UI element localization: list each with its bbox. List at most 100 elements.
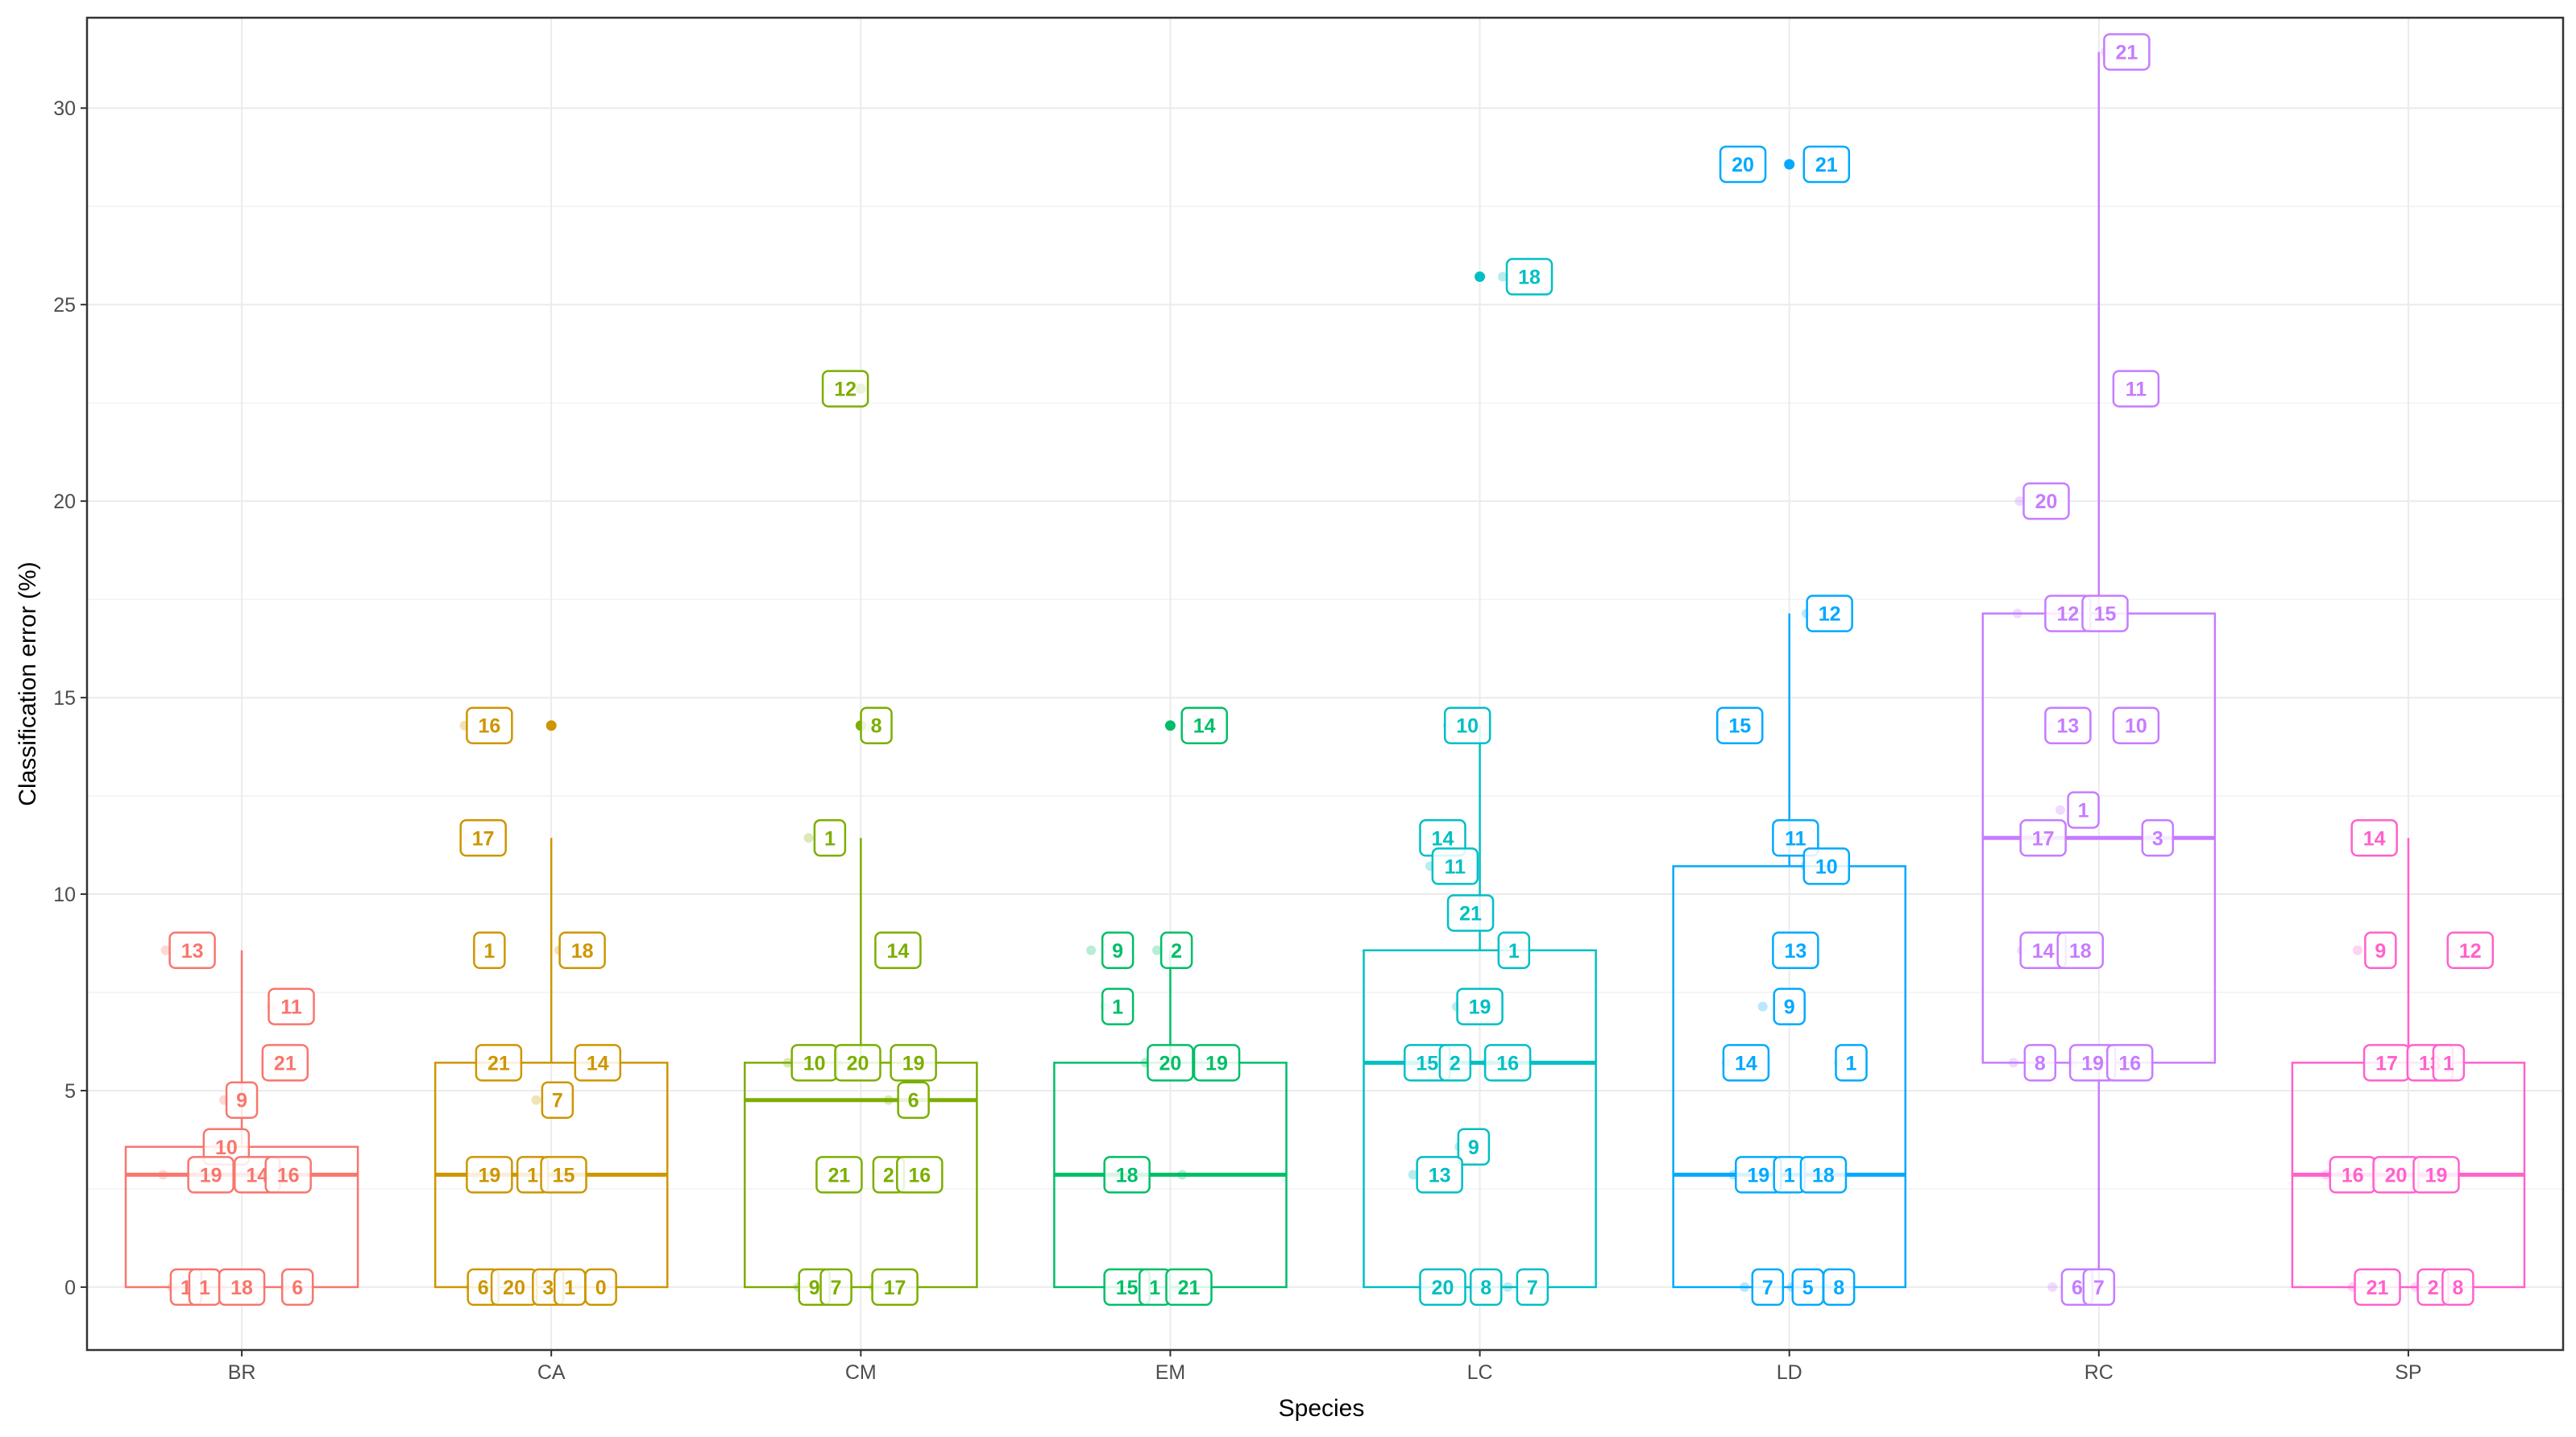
- point-label-text: 21: [274, 1052, 297, 1075]
- jitter-point: [803, 833, 814, 843]
- point-label-box: [1469, 1268, 1503, 1307]
- point-label-box: [1802, 145, 1851, 184]
- jitter-point: [2008, 1058, 2018, 1068]
- point-label-box: [1772, 931, 1819, 970]
- point-label: 21: [815, 1156, 863, 1194]
- point-label-text: 20: [847, 1052, 869, 1075]
- box-ld: [1672, 865, 1906, 1289]
- point-label: 20: [2372, 1156, 2420, 1194]
- point-label-box: [584, 1268, 617, 1307]
- point-label: 2: [1438, 1044, 1472, 1082]
- point-label-box: [475, 1044, 523, 1082]
- point-label-box: [1772, 819, 1819, 857]
- point-label-text: 3: [2152, 827, 2163, 850]
- point-label-text: 10: [215, 1137, 238, 1159]
- point-label-text: 12: [1819, 603, 1841, 626]
- point-label: 18: [1103, 1156, 1151, 1194]
- point-label-box: [2446, 931, 2495, 970]
- point-label-box: [574, 1044, 622, 1082]
- point-label: 18: [2056, 931, 2105, 970]
- point-label: 7: [819, 1268, 852, 1307]
- point-label: 15: [1103, 1268, 1151, 1307]
- point-label-box: [1497, 931, 1531, 970]
- point-label-text: 10: [1815, 855, 1838, 878]
- jitter-point: [158, 1170, 168, 1180]
- point-label-text: 2: [883, 1164, 894, 1186]
- point-label-box: [896, 1156, 944, 1194]
- point-label-box: [890, 1044, 937, 1082]
- point-label: 5: [1791, 1268, 1824, 1307]
- point-label-text: 18: [2069, 940, 2092, 963]
- point-label: 11: [268, 988, 315, 1025]
- point-label-box: [1193, 1044, 1241, 1082]
- point-label-text: 18: [1518, 267, 1541, 289]
- point-label-box: [1431, 847, 1479, 885]
- jitter-point: [2321, 1170, 2331, 1180]
- point-label: 8: [2441, 1268, 2474, 1307]
- point-label: 20: [834, 1044, 881, 1082]
- point-label-text: 12: [2459, 940, 2482, 963]
- point-label-text: 15: [553, 1164, 575, 1186]
- point-label-box: [815, 1156, 863, 1194]
- point-label-box: [2354, 1268, 2401, 1307]
- point-label-text: 20: [2035, 491, 2058, 513]
- point-label-text: 16: [1496, 1052, 1519, 1075]
- point-label-box: [2350, 819, 2398, 857]
- point-label-box: [1101, 931, 1135, 970]
- x-tick-label: SP: [2395, 1361, 2421, 1384]
- point-label-box: [819, 1268, 852, 1307]
- point-label-box: [261, 1044, 309, 1082]
- point-label-text: 21: [2115, 41, 2138, 64]
- point-label-text: 1: [199, 1277, 210, 1299]
- point-label-text: 16: [2342, 1164, 2364, 1186]
- point-label: 11: [1431, 847, 1479, 885]
- point-label: 14: [574, 1044, 622, 1082]
- point-label-text: 2: [2428, 1277, 2439, 1299]
- point-label: 19: [1456, 988, 1504, 1025]
- point-label: 1: [813, 819, 847, 857]
- point-label-text: 7: [552, 1090, 563, 1112]
- point-label-text: 1: [1846, 1052, 1857, 1075]
- point-label-text: 20: [1432, 1277, 1454, 1299]
- point-label-text: 12: [834, 379, 857, 401]
- point-label-text: 15: [1728, 715, 1751, 738]
- point-label: 1: [553, 1268, 587, 1307]
- point-label-text: 17: [884, 1277, 906, 1299]
- point-label-text: 20: [1732, 154, 1754, 176]
- point-label-box: [1806, 594, 1853, 632]
- point-label-box: [1505, 258, 1553, 296]
- point-label-text: 7: [831, 1277, 842, 1299]
- point-label: 11: [2112, 370, 2160, 408]
- point-label-text: 9: [1112, 940, 1123, 963]
- point-label: 19: [466, 1156, 513, 1194]
- y-tick-label: 30: [53, 97, 76, 120]
- point-label-box: [1103, 1156, 1151, 1194]
- point-label-text: 14: [1193, 715, 1216, 738]
- jitter-point: [2012, 608, 2022, 619]
- point-label: 1: [2432, 1044, 2466, 1082]
- point-label: 13: [168, 931, 216, 970]
- point-label-text: 21: [487, 1052, 510, 1075]
- point-label-text: 6: [908, 1090, 919, 1112]
- point-label: 8: [2023, 1044, 2057, 1082]
- y-tick-label: 15: [53, 687, 76, 710]
- point-label-box: [874, 931, 922, 970]
- jitter-point: [1757, 1001, 1768, 1012]
- point-label-box: [2105, 1044, 2154, 1082]
- point-label-box: [168, 931, 216, 970]
- point-label-box: [2112, 370, 2160, 408]
- point-label: 13: [1772, 931, 1819, 970]
- point-label: 14: [874, 931, 922, 970]
- point-label: 17: [871, 1268, 919, 1307]
- point-label-box: [897, 1081, 930, 1119]
- point-label-box: [1457, 1128, 1491, 1166]
- point-label-text: 10: [803, 1052, 826, 1075]
- point-label-text: 9: [236, 1090, 247, 1112]
- outlier-point: [545, 720, 557, 731]
- point-label: 10: [1443, 706, 1491, 744]
- point-label-box: [1438, 1044, 1472, 1082]
- point-label: 21: [1802, 145, 1851, 184]
- point-label-text: 21: [2367, 1277, 2389, 1299]
- point-label: 16: [466, 706, 513, 744]
